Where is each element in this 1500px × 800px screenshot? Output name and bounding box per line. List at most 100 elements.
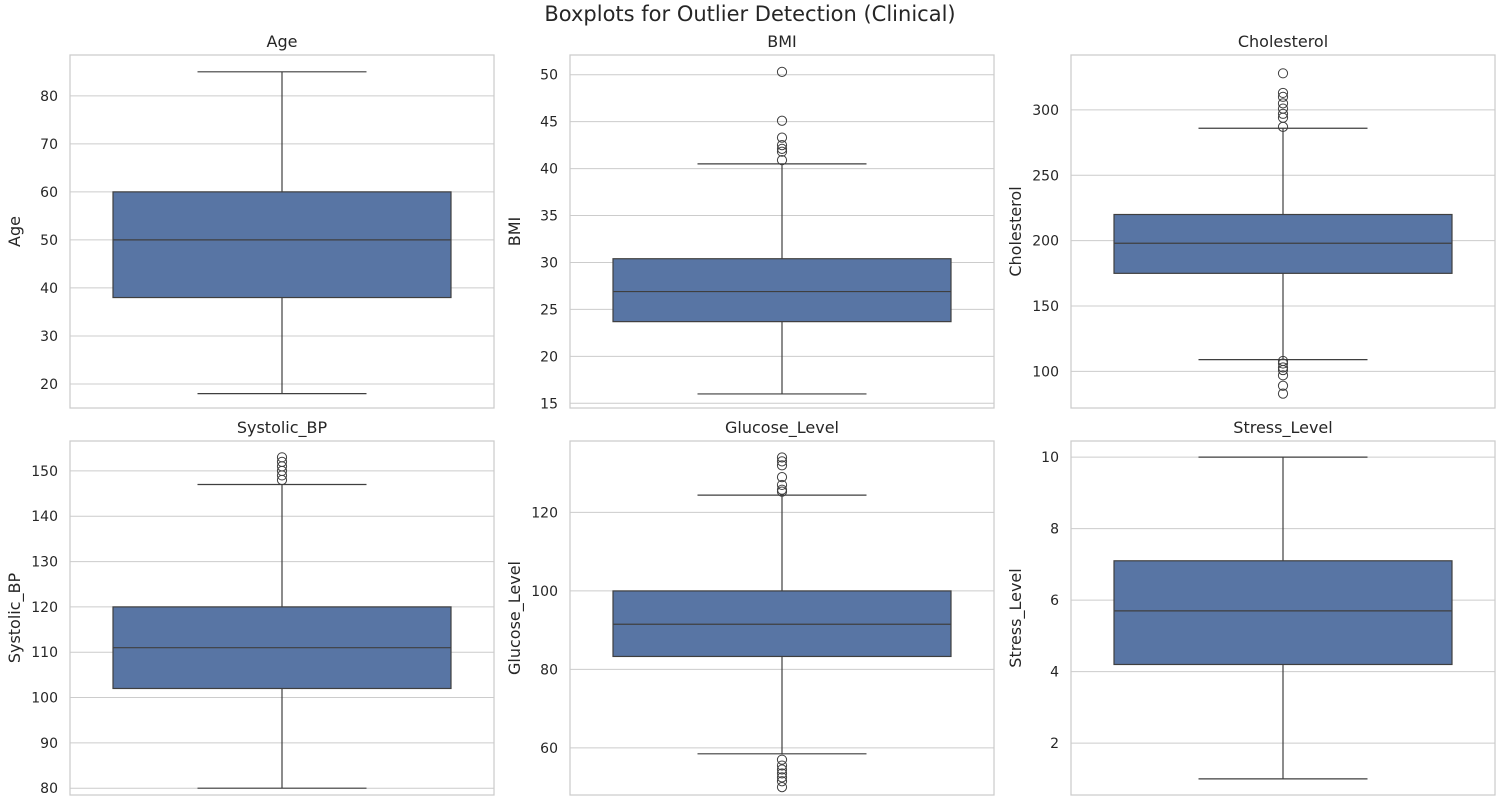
y-tick-label: 120 [531,505,558,521]
outlier-point [776,479,788,491]
outlier-point [776,66,788,77]
iqr-box [1113,213,1453,274]
axes-frame [69,54,495,409]
axes-frame [569,54,995,409]
y-tick-label: 60 [540,741,558,757]
y-tick-label: 80 [540,662,558,678]
panel-stress-level: 2 4 6 8 10 [1041,440,1496,796]
outlier-point [776,452,788,463]
panel-title: Glucose_Level [725,418,839,438]
y-tick-label: 8 [1050,522,1059,538]
axes-frame [1070,54,1496,409]
outlier-point [776,115,788,126]
y-tick-label: 50 [40,233,58,249]
outlier-point [1277,370,1289,381]
y-tick-label: 45 [540,115,558,131]
y-tick-label: 130 [31,555,58,571]
y-tick-label: 50 [540,68,558,84]
y-tick-label: 40 [40,281,58,297]
outlier-point [776,754,788,765]
outlier-point [1277,108,1289,119]
y-tick-label: 6 [1050,593,1059,609]
outlier-point [776,472,788,483]
y-tick-label: 200 [1032,234,1059,250]
y-tick-label: 300 [1032,103,1059,119]
y-tick-label: 20 [540,349,558,365]
outlier-point [1277,68,1289,79]
panel-bmi: 15 20 25 30 35 40 45 50 [540,54,995,412]
panel-glucose-level: 60 80 100 120 [531,440,995,796]
panel-title: BMI [767,32,797,51]
axes-frame [69,440,495,796]
outlier-point [776,140,788,151]
outlier-point [776,143,788,154]
outlier-point [776,484,788,495]
y-tick-label: 10 [1041,450,1059,466]
iqr-box [112,191,452,299]
y-tick-label: 100 [31,691,58,707]
panel-title: Cholesterol [1238,32,1328,51]
outlier-point [776,132,788,143]
outlier-point [776,760,788,771]
iqr-box [1113,560,1453,666]
y-axis-label: Systolic_BP [5,572,25,663]
y-axis-label: Age [5,216,24,247]
axes-frame [569,440,995,796]
y-tick-label: 15 [540,396,558,412]
y-tick-label: 2 [1050,736,1059,752]
panel-title: Systolic_BP [237,418,328,438]
outlier-point [276,452,288,463]
outlier-point [1277,358,1289,369]
y-tick-label: 120 [31,600,58,616]
y-tick-label: 70 [40,137,58,153]
y-tick-label: 40 [540,162,558,178]
y-tick-label: 140 [31,509,58,525]
y-axis-label: Stress_Level [1006,568,1026,667]
outlier-point [1277,87,1289,99]
outlier-point [776,776,788,787]
y-tick-label: 30 [540,255,558,271]
iqr-box [612,258,952,323]
outlier-point [776,772,788,783]
y-tick-label: 35 [540,209,558,225]
outlier-point [776,460,788,471]
y-tick-label: 80 [40,781,58,797]
panel-title: Stress_Level [1233,418,1332,438]
axes-frame [1070,440,1496,796]
y-tick-label: 30 [40,329,58,345]
panel-systolic-bp: 80 90 100 110 120 130 140 150 [31,440,495,797]
y-tick-label: 110 [31,645,58,661]
outlier-point [1277,362,1289,373]
y-tick-label: 100 [531,584,558,600]
panel-cholesterol: 100 150 200 250 300 [1032,54,1496,409]
y-tick-label: 90 [40,736,58,752]
y-tick-label: 150 [31,464,58,480]
outlier-point [776,782,788,793]
y-tick-label: 20 [40,377,58,393]
outlier-point [1277,355,1289,367]
figure-title: Boxplots for Outlier Detection (Clinical… [544,2,956,26]
y-tick-label: 4 [1050,665,1059,681]
outlier-point [776,155,788,166]
outlier-point [1277,388,1289,399]
outlier-point [276,456,288,467]
y-axis-label: Glucose_Level [505,561,525,675]
outlier-point [776,768,788,779]
y-tick-label: 250 [1032,168,1059,184]
outlier-point [1277,98,1289,109]
y-tick-label: 150 [1032,299,1059,315]
y-axis-label: Cholesterol [1006,186,1025,276]
y-tick-label: 80 [40,89,58,105]
y-tick-label: 25 [540,302,558,318]
outlier-point [1277,380,1289,391]
y-tick-label: 100 [1032,364,1059,380]
outlier-point [776,146,788,157]
y-tick-label: 60 [40,185,58,201]
outlier-point [776,456,788,467]
panel-age: 20 30 40 50 60 70 80 [40,54,495,409]
panel-title: Age [267,32,298,51]
outlier-point [776,764,788,775]
y-axis-label: BMI [505,217,524,247]
outlier-point [1277,103,1289,114]
